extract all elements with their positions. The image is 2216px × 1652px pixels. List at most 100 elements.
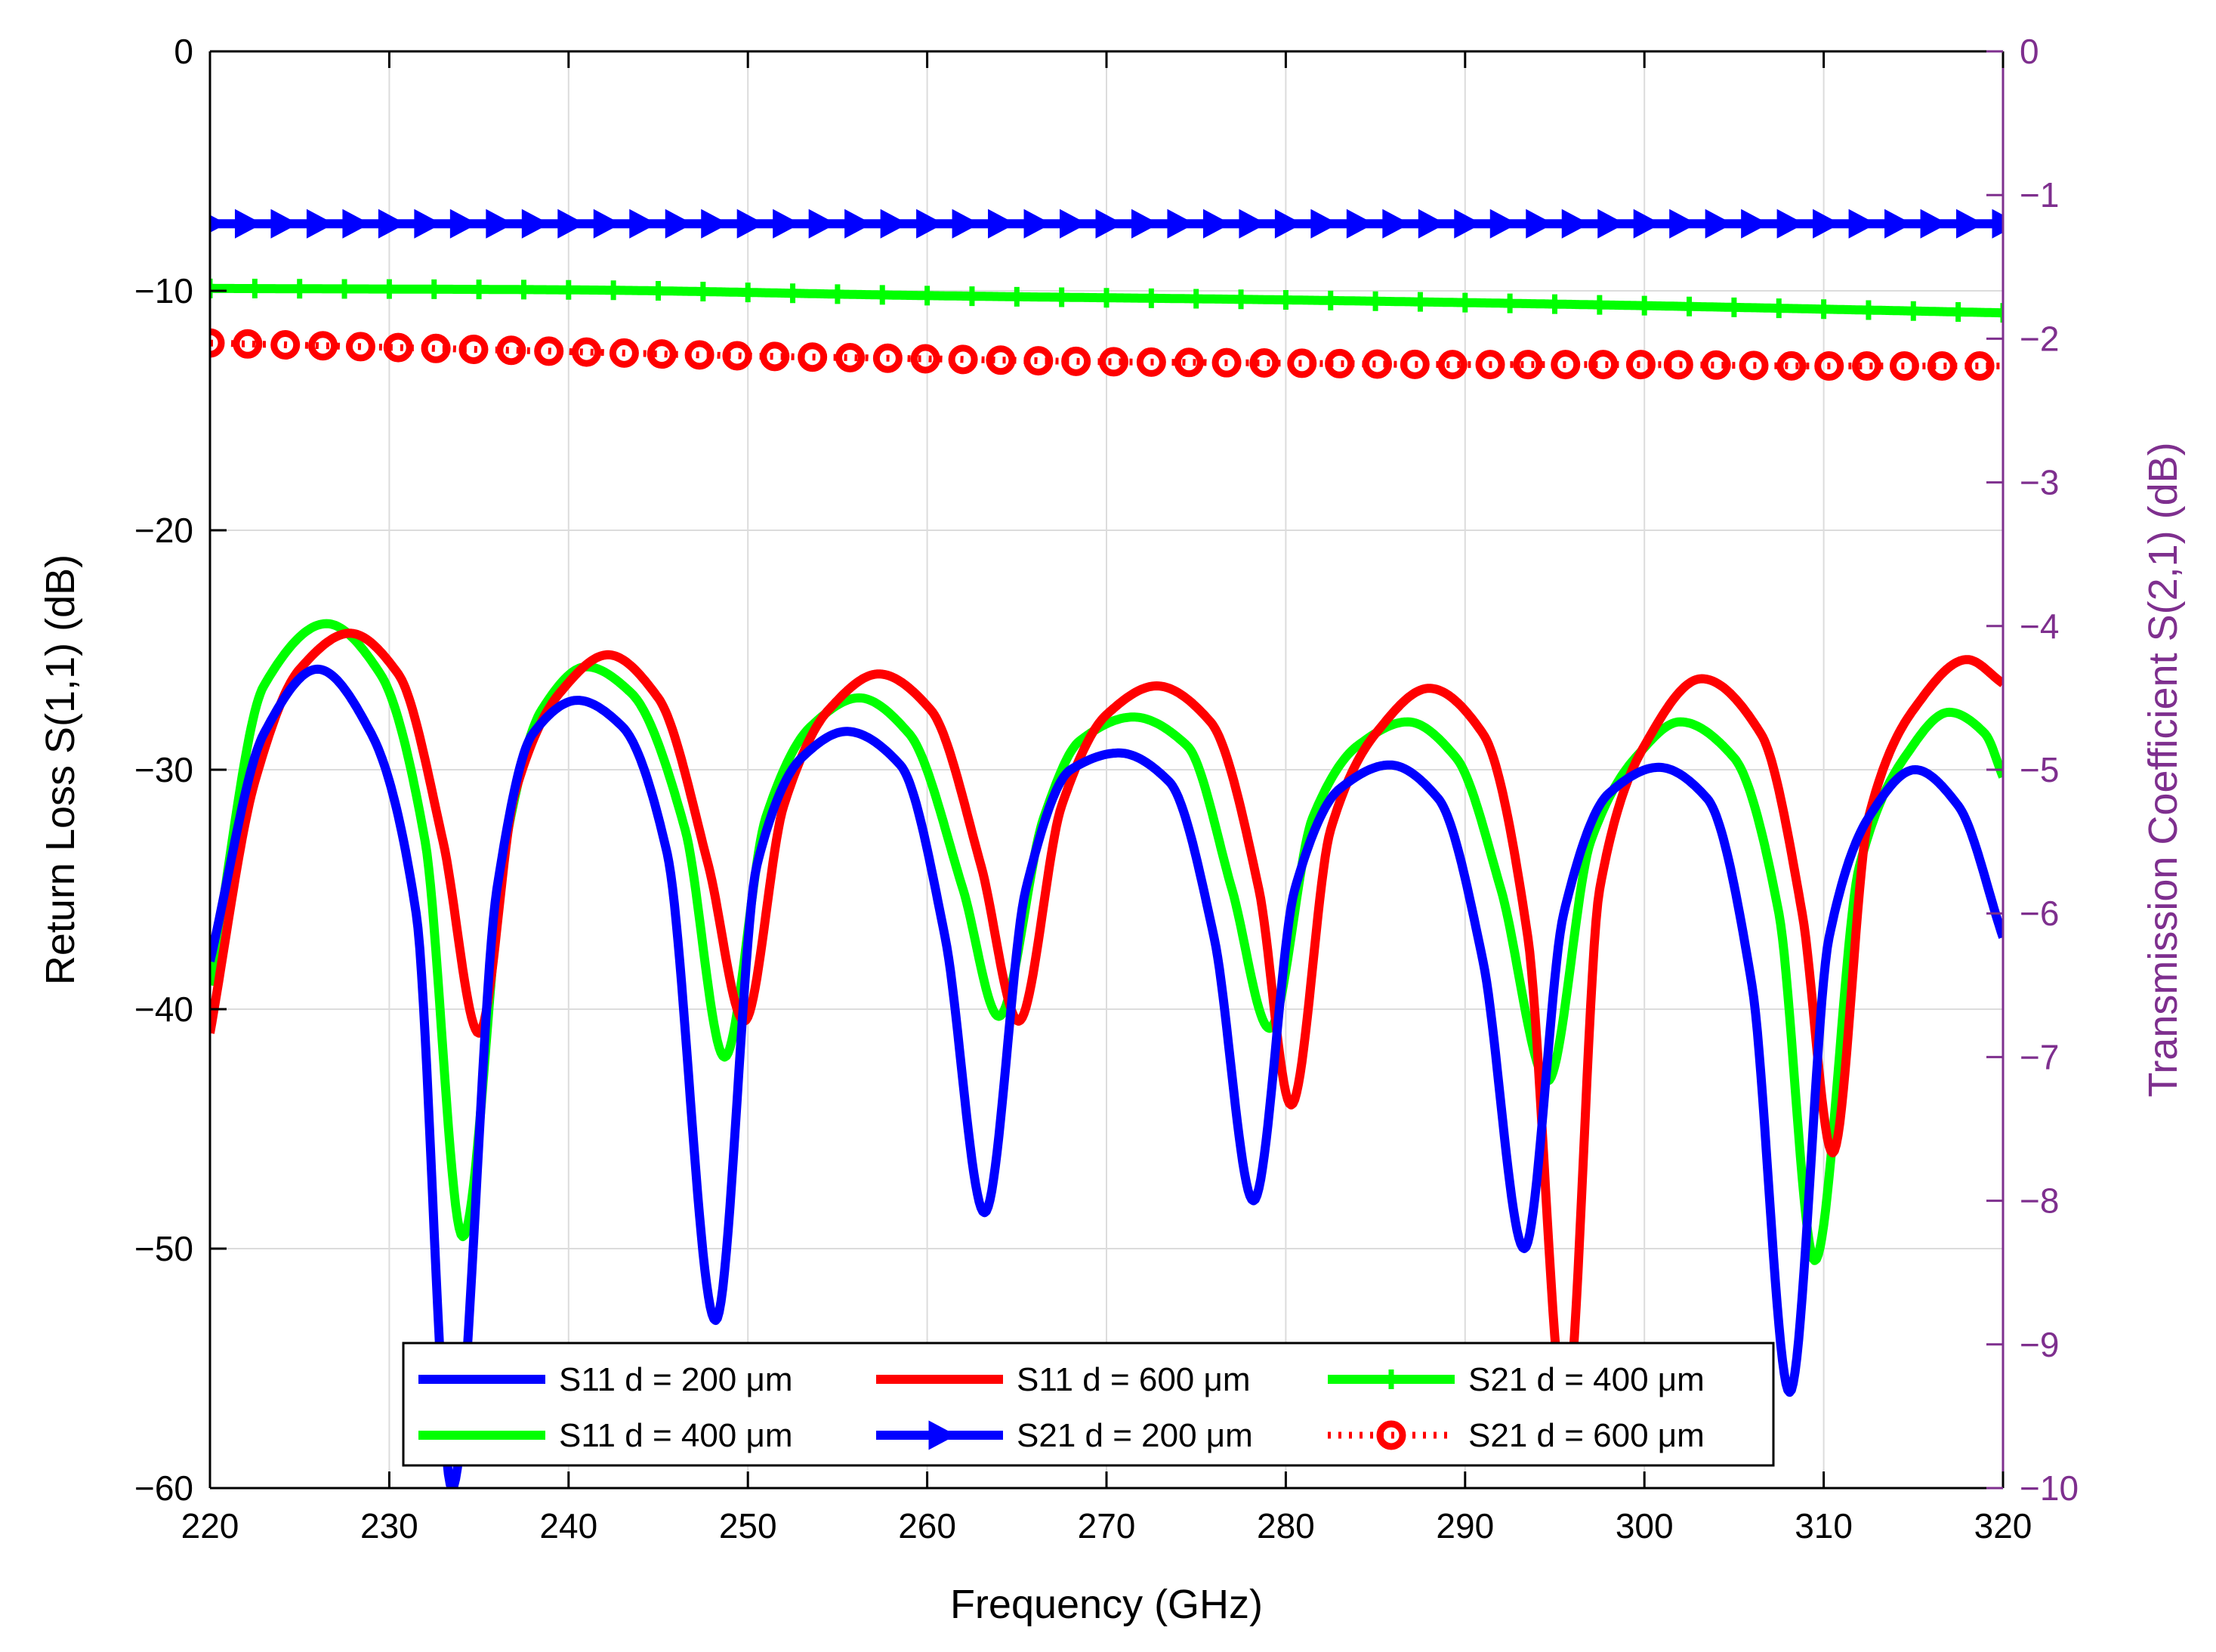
legend-label: S21 d = 400 μm	[1468, 1361, 1705, 1398]
series-marker	[486, 208, 514, 239]
series-marker	[1023, 346, 1054, 376]
series-marker	[1903, 301, 1924, 321]
series-marker	[1211, 347, 1242, 378]
series-marker	[1964, 351, 1995, 381]
series-marker	[1948, 301, 1968, 322]
series-marker	[210, 215, 227, 233]
series-marker	[1310, 208, 1339, 239]
x-tick-label: 260	[898, 1506, 956, 1545]
series-marker	[1561, 208, 1590, 239]
series-marker	[1410, 292, 1431, 312]
series-marker	[629, 208, 657, 239]
y2-tick-label: −8	[2020, 1181, 2059, 1221]
series-marker	[1051, 287, 1072, 307]
x-axis-title: Frequency (GHz)	[950, 1582, 1263, 1627]
series-marker	[379, 279, 400, 299]
series-marker	[1274, 208, 1303, 239]
series-marker	[1741, 208, 1769, 239]
x-tick-label: 240	[539, 1506, 597, 1545]
series-marker	[798, 342, 828, 372]
x-tick-label: 220	[181, 1506, 239, 1545]
series-marker	[928, 1420, 957, 1450]
series-marker	[1814, 351, 1844, 381]
y2-tick-label: −6	[2020, 894, 2059, 933]
legend-item: S21 d = 600 μm	[1328, 1417, 1705, 1454]
series-marker	[1679, 296, 1699, 317]
series-marker	[1500, 293, 1520, 313]
legend-item: S21 d = 200 μm	[876, 1417, 1253, 1454]
series-marker	[1362, 349, 1392, 379]
series-marker	[1239, 208, 1267, 239]
series-marker	[1776, 350, 1807, 381]
y2-tick-label: −3	[2020, 463, 2059, 502]
series-marker	[1776, 208, 1805, 239]
y-tick-label: −60	[134, 1468, 193, 1508]
series-marker	[1382, 208, 1411, 239]
series-marker	[1589, 295, 1610, 315]
series-marker	[1597, 208, 1625, 239]
series-marker	[665, 208, 693, 239]
series-marker	[1098, 347, 1128, 377]
series-marker	[844, 208, 872, 239]
series-marker	[1663, 350, 1693, 380]
series-marker	[609, 338, 639, 368]
series-marker	[1588, 350, 1619, 380]
series-marker	[948, 344, 978, 375]
series-marker	[335, 279, 355, 299]
series-marker	[1007, 286, 1027, 307]
legend-label: S11 d = 600 μm	[1017, 1361, 1251, 1398]
legend-label: S21 d = 600 μm	[1468, 1417, 1705, 1454]
series-marker	[1202, 208, 1231, 239]
series-marker	[1992, 208, 2003, 239]
series-marker	[1489, 208, 1518, 239]
series-marker	[234, 208, 263, 239]
series-4	[210, 208, 2003, 239]
series-marker	[1366, 291, 1386, 311]
y-tick-label: 0	[174, 32, 193, 71]
series-marker	[917, 286, 937, 306]
series-marker	[952, 208, 980, 239]
y2-tick-label: −5	[2020, 750, 2059, 789]
y2-tick-label: −9	[2020, 1325, 2059, 1364]
series-marker	[1287, 348, 1317, 378]
series-marker	[1633, 208, 1662, 239]
series-marker	[1526, 208, 1554, 239]
series-marker	[1889, 351, 1919, 381]
series-marker	[722, 341, 752, 371]
series-marker	[233, 329, 263, 359]
series-marker	[1400, 349, 1430, 379]
x-tick-label: 310	[1795, 1506, 1853, 1545]
series-marker	[469, 279, 489, 300]
series-marker	[534, 336, 564, 366]
series-marker	[424, 279, 444, 299]
x-tick-label: 250	[719, 1506, 777, 1545]
series-marker	[827, 284, 847, 304]
series-marker	[1513, 350, 1543, 380]
series-marker	[835, 342, 866, 372]
series-marker	[1167, 208, 1196, 239]
y-axis-title: Return Loss S(1,1) (dB)	[38, 554, 83, 985]
series-marker	[1136, 347, 1166, 377]
series-marker	[1131, 208, 1159, 239]
series-marker	[1724, 297, 1744, 317]
x-tick-label: 290	[1436, 1506, 1494, 1545]
legend-label: S21 d = 200 μm	[1017, 1417, 1253, 1454]
y2-axis-title: Transmission Coefficient S(2,1) (dB)	[2140, 442, 2186, 1097]
series-marker	[414, 208, 443, 239]
series-marker	[986, 345, 1016, 375]
legend-item: S21 d = 400 μm	[1328, 1361, 1705, 1398]
series-marker	[1346, 208, 1375, 239]
legend-box	[402, 1342, 1775, 1467]
series-marker	[289, 279, 310, 299]
axes: 220 230 240 250 260 270 280 290 300 310 3200−10−20…	[38, 32, 2186, 1627]
series-marker	[1956, 208, 1984, 239]
series-marker	[1437, 350, 1468, 380]
series-marker	[1813, 208, 1841, 239]
series-marker	[342, 208, 371, 239]
series-marker	[270, 330, 301, 360]
series-marker	[1852, 351, 1882, 381]
series-marker	[378, 208, 406, 239]
series-marker	[736, 208, 765, 239]
series-marker	[1186, 289, 1206, 309]
